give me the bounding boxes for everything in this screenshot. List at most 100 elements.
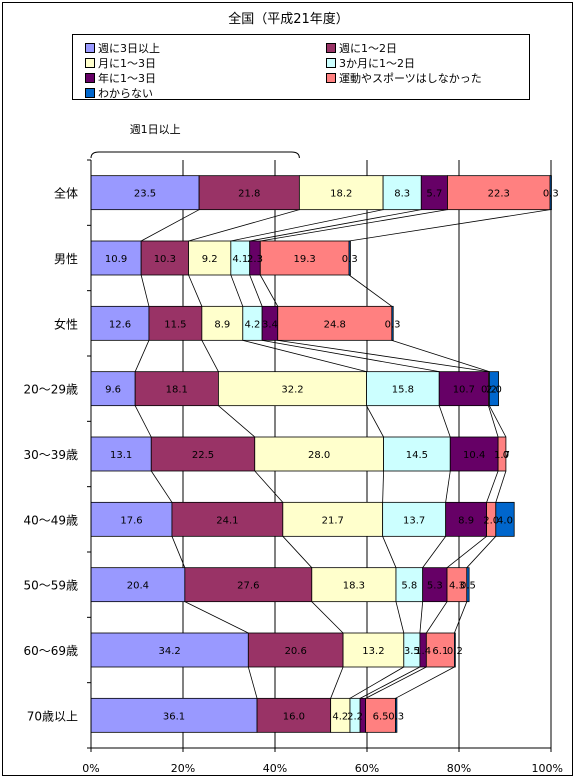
- data-label: 10.3: [154, 254, 176, 265]
- bar-segment: [449, 436, 499, 472]
- bar-segment: [365, 697, 396, 733]
- legend-label-1: 週に1～2日: [339, 42, 397, 55]
- data-label: 9.6: [105, 385, 121, 396]
- connector-line: [140, 274, 150, 307]
- data-label: 5.7: [426, 189, 442, 200]
- bar-segment: [466, 567, 470, 603]
- data-label: 32.2: [281, 385, 303, 396]
- legend-swatch-2: [85, 58, 95, 68]
- data-label: 28.0: [308, 450, 330, 461]
- x-tick-label: 100%: [532, 762, 563, 775]
- annotation-label: 週1日以上: [130, 123, 181, 136]
- data-label: 19.3: [294, 254, 316, 265]
- legend-label-5: 運動やスポーツはしなかった: [339, 72, 482, 85]
- data-label: 4.0: [497, 515, 513, 526]
- connector-line: [230, 209, 384, 242]
- bar-segment: [198, 175, 300, 211]
- data-label: 11.5: [164, 319, 186, 330]
- data-label: 22.5: [192, 450, 214, 461]
- x-tick-label: 0%: [82, 762, 99, 775]
- category-label: 全体: [54, 186, 78, 201]
- bar-segment: [148, 305, 203, 341]
- data-label: 0.3: [543, 189, 559, 200]
- bar-segment: [348, 240, 351, 276]
- connector-line: [201, 340, 219, 372]
- data-label: 36.1: [163, 711, 185, 722]
- bar-segment: [445, 501, 488, 537]
- data-label: 2.0: [486, 385, 502, 396]
- data-label: 0.2: [447, 646, 463, 657]
- data-label: 17.6: [120, 515, 142, 526]
- connector-line: [254, 470, 284, 503]
- data-label: 0.2: [481, 385, 497, 396]
- bar-segment: [256, 697, 332, 733]
- data-label: 8.9: [214, 319, 230, 330]
- data-label: 2.3: [247, 254, 263, 265]
- data-label: 8.9: [458, 515, 474, 526]
- connector-line: [422, 536, 446, 568]
- legend-label-6: わからない: [98, 87, 153, 100]
- data-label: 27.6: [237, 581, 259, 592]
- data-label: 8.3: [394, 189, 410, 200]
- category-label: 50～59歳: [23, 579, 78, 593]
- data-label: 5.3: [427, 581, 443, 592]
- bars: [90, 175, 552, 733]
- bar-segment: [90, 240, 142, 276]
- annotation: 週1日以上: [90, 123, 300, 159]
- data-label: 18.3: [343, 581, 365, 592]
- data-label: 1.4: [415, 646, 431, 657]
- data-label: 22.3: [488, 189, 510, 200]
- data-label: 18.1: [166, 385, 188, 396]
- bar-segment: [247, 632, 344, 668]
- connector-line: [495, 470, 507, 503]
- connector-line: [188, 209, 300, 242]
- data-label: 13.1: [110, 450, 132, 461]
- legend-item-4: 年に1～3日: [85, 70, 156, 86]
- data-label: 3.4: [262, 319, 278, 330]
- connector-line: [249, 274, 263, 307]
- connector-line: [150, 470, 173, 503]
- category-label: 20～29歳: [23, 383, 78, 397]
- data-label: 4.3: [449, 581, 465, 592]
- connector-line: [466, 536, 497, 568]
- data-label: 4.1: [232, 254, 248, 265]
- connector-line: [171, 536, 186, 568]
- category-label: 女性: [54, 316, 78, 331]
- connector-line: [446, 536, 487, 568]
- data-label: 4.2: [332, 711, 348, 722]
- legend-label-3: 3か月に1～2日: [339, 57, 415, 70]
- data-label: 12.6: [109, 319, 131, 330]
- connector-line: [359, 666, 421, 699]
- data-label: 16.0: [283, 711, 305, 722]
- data-label: 34.2: [159, 646, 181, 657]
- bar-segment: [366, 371, 440, 407]
- bar-segment: [395, 697, 398, 733]
- data-label: 2.2: [347, 711, 363, 722]
- connector-line: [348, 209, 551, 242]
- connector-lines: [134, 209, 551, 699]
- data-label: 15.8: [392, 385, 414, 396]
- connector-line: [395, 601, 405, 634]
- bar-segment: [495, 501, 515, 537]
- bar-segment: [453, 632, 456, 668]
- data-label: 18.2: [330, 189, 352, 200]
- connector-line: [249, 209, 422, 242]
- data-label: 5.8: [401, 581, 417, 592]
- data-label: 10.4: [463, 450, 485, 461]
- data-label: 6.1: [432, 646, 448, 657]
- bar-segment: [90, 436, 152, 472]
- data-label: 2.0: [483, 515, 499, 526]
- legend-item-2: 月に1～3日: [85, 55, 156, 71]
- data-label: 20.4: [127, 581, 149, 592]
- connector-line: [426, 601, 448, 634]
- legend-item-1: 週に1～2日: [326, 40, 397, 56]
- bar-segment: [218, 371, 367, 407]
- legend-swatch-1: [326, 43, 336, 53]
- data-label: 0.3: [388, 711, 404, 722]
- legend-swatch-4: [85, 73, 95, 83]
- bar-segment: [298, 175, 384, 211]
- connector-line: [247, 666, 258, 699]
- legend-swatch-5: [326, 73, 336, 83]
- category-label: 60～69歳: [23, 644, 78, 658]
